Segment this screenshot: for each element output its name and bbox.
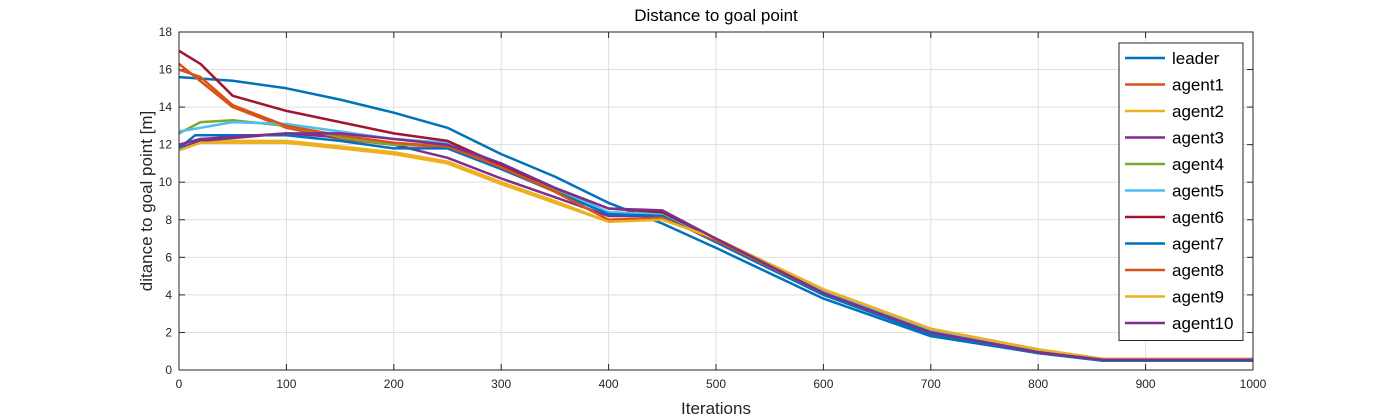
x-tick-label: 800: [1028, 377, 1048, 391]
series-line-agent9: [178, 141, 1253, 360]
y-tick-label: 12: [159, 138, 173, 152]
legend-label: agent3: [1172, 129, 1224, 148]
series-line-agent7: [178, 134, 1253, 362]
x-tick-label: 1000: [1240, 377, 1267, 391]
x-tick-label: 700: [921, 377, 941, 391]
legend-label: agent9: [1172, 288, 1224, 307]
y-tick-label: 16: [159, 63, 173, 77]
x-tick-label: 100: [276, 377, 296, 391]
x-axis-label: Iterations: [681, 399, 751, 418]
legend-label: leader: [1172, 49, 1220, 68]
y-tick-label: 2: [165, 325, 172, 339]
legend-label: agent7: [1172, 235, 1224, 254]
legend-label: agent10: [1172, 314, 1233, 333]
y-tick-label: 4: [165, 288, 172, 302]
legend-label: agent4: [1172, 155, 1224, 174]
y-tick-label: 6: [165, 250, 172, 264]
y-tick-label: 10: [159, 175, 173, 189]
legend-label: agent2: [1172, 102, 1224, 121]
y-tick-label: 8: [165, 213, 172, 227]
legend-label: agent6: [1172, 208, 1224, 227]
y-tick-label: 14: [159, 100, 173, 114]
legend-label: agent8: [1172, 261, 1224, 280]
series-line-agent10: [178, 132, 1253, 361]
legend: leader agent1 agent2 agent3 agent4 agent5 agen…: [1118, 42, 1244, 341]
axis-ticks: 0 100 200 300 400 500 600 700 800 900 1000 0 2 4 6 8 10 1…: [159, 25, 1267, 391]
series-lines: [178, 49, 1253, 362]
x-tick-label: 500: [706, 377, 726, 391]
y-tick-label: 0: [165, 363, 172, 377]
x-tick-label: 300: [491, 377, 511, 391]
x-tick-label: 600: [813, 377, 833, 391]
x-tick-label: 400: [599, 377, 619, 391]
x-tick-label: 900: [1136, 377, 1156, 391]
chart-title: Distance to goal point: [634, 6, 798, 25]
x-tick-label: 200: [384, 377, 404, 391]
plot-frame: [178, 31, 1254, 371]
x-tick-label: 0: [176, 377, 183, 391]
y-axis-label: ditance to goal point [m]: [137, 111, 156, 292]
legend-label: agent5: [1172, 182, 1224, 201]
y-tick-label: 18: [159, 25, 173, 39]
legend-label: agent1: [1172, 76, 1224, 95]
